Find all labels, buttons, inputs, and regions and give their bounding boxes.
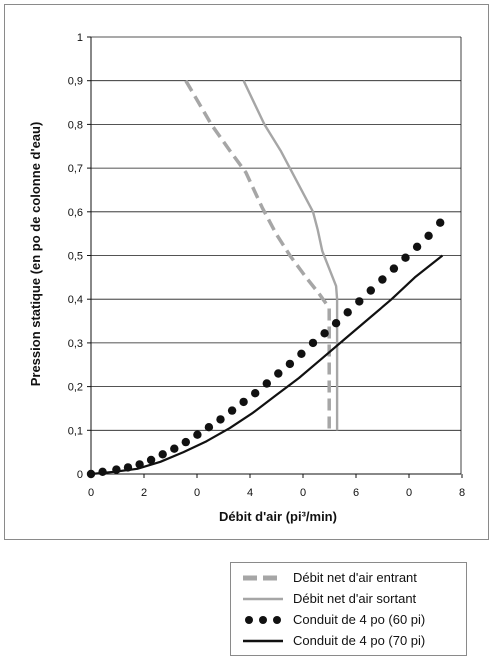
series-2 <box>86 218 445 479</box>
series-1 <box>242 80 339 431</box>
data-point <box>251 389 260 398</box>
data-point <box>297 349 306 358</box>
y-tick-label: 0 <box>77 469 83 481</box>
y-tick-label: 0,4 <box>68 294 83 306</box>
data-point <box>146 455 156 465</box>
black-dotted-line-icon <box>245 615 281 624</box>
y-tick-label: 0,5 <box>68 251 83 263</box>
data-point <box>227 406 237 415</box>
x-tick-label: 0 <box>300 487 306 499</box>
legend-item-outgoing: Débit net d'air sortant <box>239 588 466 609</box>
data-point <box>331 319 341 328</box>
x-tick-label: 0 <box>88 487 94 499</box>
series-line <box>90 254 444 476</box>
series-layer <box>86 79 445 479</box>
data-point <box>285 359 295 369</box>
chart-frame <box>4 4 489 540</box>
data-point <box>170 444 179 453</box>
black-solid-line-icon <box>243 639 283 642</box>
legend-item-incoming: Débit net d'air entrant <box>239 567 466 588</box>
legend-item-duct-70: Conduit de 4 po (70 pi) <box>239 630 466 651</box>
data-point <box>204 423 214 432</box>
x-tick-label: 6 <box>353 487 359 499</box>
gray-dashed-line-icon <box>243 575 283 580</box>
y-tick-label: 0,3 <box>68 338 83 350</box>
legend-label: Débit net d'air sortant <box>293 591 417 606</box>
data-point <box>274 369 283 378</box>
data-point <box>181 437 190 447</box>
y-tick-label: 0,6 <box>68 207 83 219</box>
series-line <box>184 79 331 431</box>
data-point <box>389 264 399 273</box>
x-tick-label: 8 <box>459 487 465 499</box>
x-tick-label: 4 <box>247 487 253 499</box>
series-3 <box>90 254 444 476</box>
grid-lines <box>91 36 461 431</box>
gray-solid-line-icon <box>243 597 283 600</box>
y-tick-label: 0,8 <box>68 119 83 131</box>
data-point <box>412 242 422 251</box>
legend: Débit net d'air entrant Débit net d'air … <box>230 562 467 656</box>
legend-item-duct-60: Conduit de 4 po (60 pi) <box>239 609 466 630</box>
data-point <box>193 430 202 439</box>
axes: 00,10,20,30,40,50,60,70,80,91020406080 <box>68 32 465 499</box>
data-point <box>366 286 375 295</box>
y-tick-label: 1 <box>77 32 83 44</box>
series-line <box>242 80 339 431</box>
data-point <box>158 450 167 459</box>
y-tick-label: 0,7 <box>68 163 83 175</box>
data-point <box>262 379 271 388</box>
y-tick-label: 0,9 <box>68 76 83 88</box>
data-point <box>378 275 387 284</box>
legend-label: Conduit de 4 po (60 pi) <box>293 612 426 627</box>
data-point <box>343 308 352 317</box>
data-point <box>216 415 225 424</box>
x-axis-title: Débit d'air (pi³/min) <box>219 509 337 524</box>
data-point <box>320 329 329 338</box>
chart: 00,10,20,30,40,50,60,70,80,91020406080 D… <box>28 32 465 524</box>
x-tick-label: 0 <box>194 487 200 499</box>
series-0 <box>184 79 331 431</box>
data-point <box>355 297 364 306</box>
data-point <box>436 218 445 227</box>
x-tick-label: 0 <box>406 487 412 499</box>
data-point <box>424 231 433 240</box>
x-tick-label: 2 <box>141 487 147 499</box>
y-tick-label: 0,1 <box>68 425 83 437</box>
data-point <box>401 253 410 262</box>
y-tick-label: 0,2 <box>68 382 83 394</box>
data-point <box>308 338 318 348</box>
data-point <box>239 397 248 407</box>
legend-label: Débit net d'air entrant <box>293 570 417 585</box>
legend-label: Conduit de 4 po (70 pi) <box>293 633 426 648</box>
y-axis-title: Pression statique (en po de colonne d'ea… <box>28 122 43 387</box>
